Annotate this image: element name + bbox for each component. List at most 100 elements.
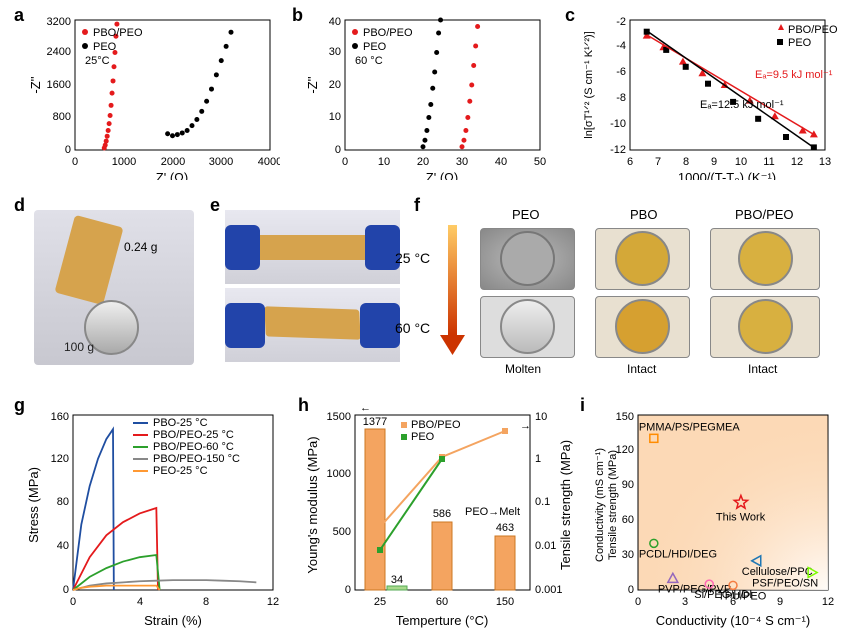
ylabel-h-left: Young's modulus (MPa) xyxy=(305,436,320,573)
svg-text:10: 10 xyxy=(535,411,547,423)
legend-temp-b: 60 °C xyxy=(355,55,383,67)
f-col0: PEO xyxy=(512,207,539,222)
svg-text:10: 10 xyxy=(329,111,341,123)
svg-text:1600: 1600 xyxy=(47,79,71,91)
xlabel-g: Strain (%) xyxy=(144,613,202,628)
panel-d-photo: 0.24 g 100 g xyxy=(34,210,194,365)
svg-text:1000: 1000 xyxy=(112,156,136,168)
annot-ea-black: Eₐ=12.5 kJ mol⁻¹ xyxy=(700,99,784,111)
svg-text:PEO: PEO xyxy=(93,41,117,53)
panel-e-photo xyxy=(225,210,400,365)
svg-text:3: 3 xyxy=(682,596,688,608)
svg-text:PBO/PEO: PBO/PEO xyxy=(93,27,143,39)
panel-f: 25 °C 60 °C PEO PBO PBO/PEO Molten Intac… xyxy=(420,200,838,380)
svg-text:PBO/PEO-25 °C: PBO/PEO-25 °C xyxy=(153,429,234,441)
xlabel-i: Conductivity (10⁻⁴ S cm⁻¹) xyxy=(656,613,810,628)
svg-text:12: 12 xyxy=(822,596,834,608)
panel-h: 050010001500 0.0010.010.1110 2560150 Tem… xyxy=(305,400,575,630)
ylabel-g: Stress (MPa) xyxy=(26,467,41,543)
ylabel-c: ln[σT¹ᐟ² (S cm⁻¹ K¹ᐟ²)] xyxy=(583,31,595,138)
panel-b: 010203040 01020304050 Z' (Ω) -Z'' PBO/PE… xyxy=(305,10,555,180)
svg-text:80: 80 xyxy=(57,496,69,508)
f-col1: PBO xyxy=(630,207,657,222)
f-row1: 60 °C xyxy=(395,320,430,336)
svg-text:1500: 1500 xyxy=(327,411,351,423)
f-cap1: Intact xyxy=(627,362,656,376)
svg-text:0: 0 xyxy=(63,584,69,596)
svg-text:Tensile strength (MPa): Tensile strength (MPa) xyxy=(607,450,619,560)
svg-text:TPU/PEO: TPU/PEO xyxy=(718,590,767,602)
svg-text:34: 34 xyxy=(391,574,403,586)
svg-text:2400: 2400 xyxy=(47,46,71,58)
svg-text:1000: 1000 xyxy=(327,468,351,480)
label-i: i xyxy=(580,395,585,416)
ylabel-h-right: Tensile strength (MPa) xyxy=(558,440,573,570)
panel-c: -12-10-8-6-4-2 678910111213 1000/(T-T₀) … xyxy=(580,10,840,180)
panel-i: 0306090120150 036912 Conductivity (10⁻⁴ … xyxy=(590,400,840,630)
svg-text:1: 1 xyxy=(535,453,541,465)
svg-text:0: 0 xyxy=(70,596,76,608)
svg-text:20: 20 xyxy=(329,79,341,91)
svg-text:-12: -12 xyxy=(610,144,626,156)
svg-text:0: 0 xyxy=(635,596,641,608)
svg-text:1377: 1377 xyxy=(363,416,387,428)
svg-text:160: 160 xyxy=(51,411,69,423)
svg-text:-2: -2 xyxy=(616,16,626,28)
xlabel-h: Temperture (°C) xyxy=(396,613,489,628)
panel-g: 04080120160 04812 Strain (%) Stress (MPa… xyxy=(25,400,285,630)
panel-a: 0800160024003200 01000200030004000 Z' (Ω… xyxy=(30,10,280,180)
svg-text:10: 10 xyxy=(735,156,747,168)
svg-text:PEO-25 °C: PEO-25 °C xyxy=(153,465,208,477)
svg-text:0: 0 xyxy=(65,144,71,156)
svg-text:40: 40 xyxy=(57,540,69,552)
svg-text:11: 11 xyxy=(763,156,774,168)
svg-text:Cellulose/PPC: Cellulose/PPC xyxy=(742,566,813,578)
svg-text:13: 13 xyxy=(819,156,831,168)
svg-text:PEO→Melt: PEO→Melt xyxy=(465,506,520,518)
svg-text:9: 9 xyxy=(711,156,717,168)
label-e: e xyxy=(210,195,220,216)
svg-text:PBO-25 °C: PBO-25 °C xyxy=(153,417,208,429)
svg-text:30: 30 xyxy=(329,46,341,58)
svg-text:3200: 3200 xyxy=(47,16,71,28)
svg-text:30: 30 xyxy=(456,156,468,168)
svg-text:PSF/PEO/SN: PSF/PEO/SN xyxy=(752,578,818,590)
svg-text:→: → xyxy=(520,420,531,432)
svg-text:7: 7 xyxy=(655,156,661,168)
svg-text:0: 0 xyxy=(342,156,348,168)
svg-text:60: 60 xyxy=(436,596,448,608)
svg-text:463: 463 xyxy=(496,522,514,534)
ylabel-a: -Z'' xyxy=(30,76,43,93)
f-col2: PBO/PEO xyxy=(735,207,794,222)
svg-text:0: 0 xyxy=(628,584,634,596)
svg-text:0.001: 0.001 xyxy=(535,584,563,596)
annot-mass-large: 100 g xyxy=(64,340,94,354)
xlabel-c: 1000/(T-T₀) (K⁻¹) xyxy=(678,170,776,180)
svg-text:8: 8 xyxy=(683,156,689,168)
svg-text:20: 20 xyxy=(417,156,429,168)
svg-text:Conductivity (mS cm⁻¹): Conductivity (mS cm⁻¹) xyxy=(594,448,606,562)
label-d: d xyxy=(14,195,25,216)
svg-text:PBO/PEO-60 °C: PBO/PEO-60 °C xyxy=(153,441,234,453)
svg-text:40: 40 xyxy=(495,156,507,168)
svg-text:PCDL/HDI/DEG: PCDL/HDI/DEG xyxy=(639,548,717,560)
svg-text:PEO: PEO xyxy=(411,431,435,443)
svg-text:PBO/PEO: PBO/PEO xyxy=(363,27,413,39)
svg-text:60: 60 xyxy=(622,514,634,526)
label-b: b xyxy=(292,5,303,26)
svg-text:6: 6 xyxy=(627,156,633,168)
svg-text:0.1: 0.1 xyxy=(535,496,550,508)
svg-text:This Work: This Work xyxy=(716,512,766,524)
annot-ea-red: Eₐ=9.5 kJ mol⁻¹ xyxy=(755,69,833,81)
svg-text:4: 4 xyxy=(137,596,143,608)
svg-text:9: 9 xyxy=(777,596,783,608)
svg-text:500: 500 xyxy=(333,526,351,538)
svg-text:←: ← xyxy=(360,402,371,414)
svg-text:3000: 3000 xyxy=(209,156,233,168)
f-row0: 25 °C xyxy=(395,250,430,266)
svg-text:12: 12 xyxy=(267,596,279,608)
svg-text:0.01: 0.01 xyxy=(535,540,556,552)
label-c: c xyxy=(565,5,575,26)
xlabel-b: Z' (Ω) xyxy=(426,170,458,180)
svg-text:0: 0 xyxy=(345,584,351,596)
